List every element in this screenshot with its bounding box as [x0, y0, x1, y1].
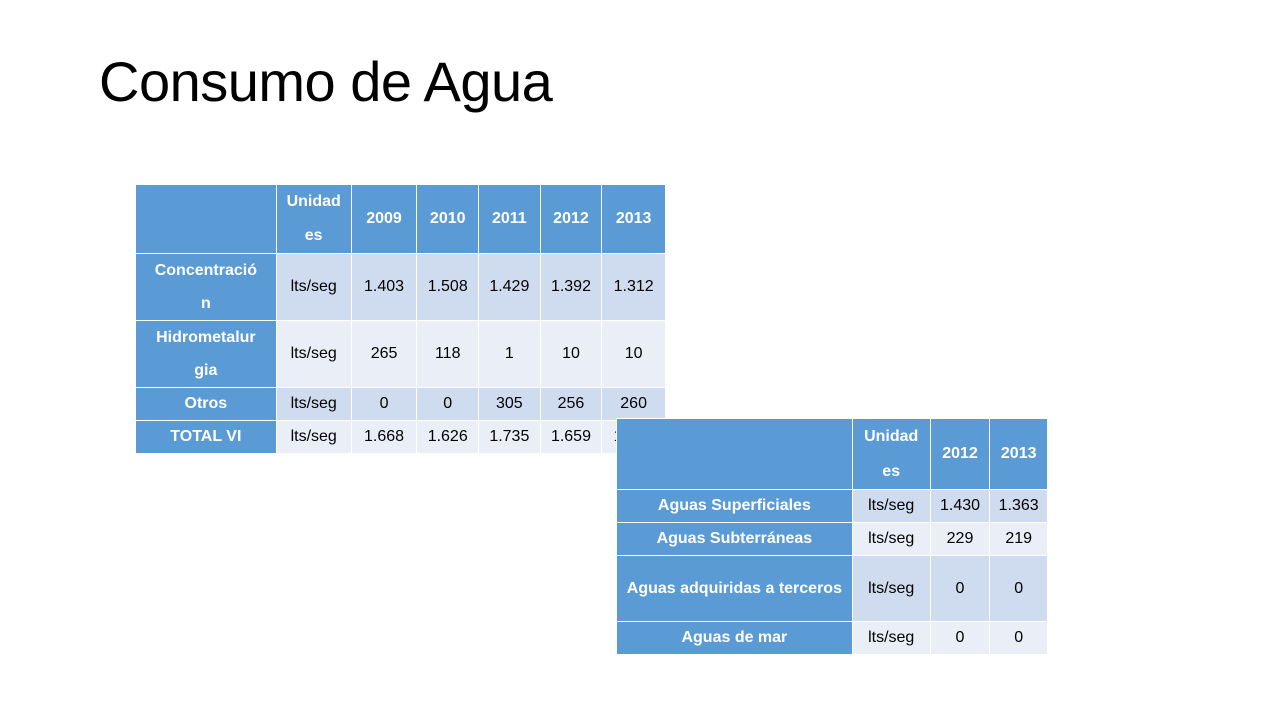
- unit-cell: lts/seg: [851, 522, 931, 556]
- header-cell-unidades: Unidad es: [275, 184, 352, 254]
- header-cell-empty: [135, 184, 277, 254]
- table-row: Aguas Subterráneas lts/seg 229 219: [616, 522, 1048, 556]
- value-cell: 1.363: [989, 489, 1048, 523]
- value-cell: 0: [989, 555, 1048, 622]
- table-row: Aguas adquiridas a terceros lts/seg 0 0: [616, 555, 1048, 622]
- value-cell: 229: [929, 522, 991, 556]
- table-row-total: TOTAL VI lts/seg 1.668 1.626 1.735 1.659…: [135, 420, 666, 454]
- value-cell: 1: [478, 320, 541, 388]
- value-cell: 0: [929, 621, 991, 655]
- header-cell-year: 2012: [539, 184, 603, 254]
- value-cell: 1.429: [478, 253, 541, 321]
- header-cell-year: 2012: [929, 418, 991, 490]
- table-row: Aguas de mar lts/seg 0 0: [616, 621, 1048, 655]
- value-cell: 305: [478, 387, 541, 421]
- table-row: Hidrometalur gia lts/seg 265 118 1 10 10: [135, 320, 666, 388]
- table-row: Otros lts/seg 0 0 305 256 260: [135, 387, 666, 421]
- header-cell-unidades: Unidad es: [851, 418, 931, 490]
- table-header-row: Unidad es 2012 2013: [616, 418, 1048, 490]
- value-cell: 1.626: [416, 420, 480, 454]
- value-cell: 1.735: [478, 420, 541, 454]
- value-cell: 1.659: [539, 420, 603, 454]
- row-label: Otros: [135, 387, 277, 421]
- value-cell: 1.668: [350, 420, 418, 454]
- value-cell: 10: [601, 320, 666, 388]
- value-cell: 265: [350, 320, 418, 388]
- value-cell: 256: [539, 387, 603, 421]
- header-cell-year: 2010: [416, 184, 480, 254]
- unit-cell: lts/seg: [851, 555, 931, 622]
- value-cell: 0: [416, 387, 480, 421]
- row-label: TOTAL VI: [135, 420, 277, 454]
- value-cell: 1.508: [416, 253, 480, 321]
- water-consumption-table: Unidad es 2009 2010 2011 2012 2013 Concen…: [135, 184, 666, 454]
- row-label: Aguas de mar: [616, 621, 853, 655]
- value-cell: 260: [601, 387, 666, 421]
- unit-cell: lts/seg: [275, 253, 352, 321]
- page-title: Consumo de Agua: [99, 50, 553, 113]
- water-source-table: Unidad es 2012 2013 Aguas Superficiales l…: [616, 418, 1048, 655]
- unit-cell: lts/seg: [275, 420, 352, 454]
- header-cell-year: 2011: [478, 184, 541, 254]
- value-cell: 1.430: [929, 489, 991, 523]
- header-cell-empty: [616, 418, 853, 490]
- row-label: Hidrometalur gia: [135, 320, 277, 388]
- row-label: Aguas Subterráneas: [616, 522, 853, 556]
- value-cell: 0: [989, 621, 1048, 655]
- value-cell: 118: [416, 320, 480, 388]
- value-cell: 0: [929, 555, 991, 622]
- value-cell: 1.312: [601, 253, 666, 321]
- header-cell-year: 2009: [350, 184, 418, 254]
- row-label: Aguas adquiridas a terceros: [616, 555, 853, 622]
- unit-cell: lts/seg: [851, 621, 931, 655]
- header-cell-year: 2013: [601, 184, 666, 254]
- header-cell-year: 2013: [989, 418, 1048, 490]
- table-row: Concentració n lts/seg 1.403 1.508 1.429 …: [135, 253, 666, 321]
- table-header-row: Unidad es 2009 2010 2011 2012 2013: [135, 184, 666, 254]
- value-cell: 219: [989, 522, 1048, 556]
- row-label: Concentració n: [135, 253, 277, 321]
- row-label: Aguas Superficiales: [616, 489, 853, 523]
- value-cell: 0: [350, 387, 418, 421]
- unit-cell: lts/seg: [275, 387, 352, 421]
- value-cell: 1.392: [539, 253, 603, 321]
- unit-cell: lts/seg: [275, 320, 352, 388]
- value-cell: 1.403: [350, 253, 418, 321]
- table-row: Aguas Superficiales lts/seg 1.430 1.363: [616, 489, 1048, 523]
- unit-cell: lts/seg: [851, 489, 931, 523]
- value-cell: 10: [539, 320, 603, 388]
